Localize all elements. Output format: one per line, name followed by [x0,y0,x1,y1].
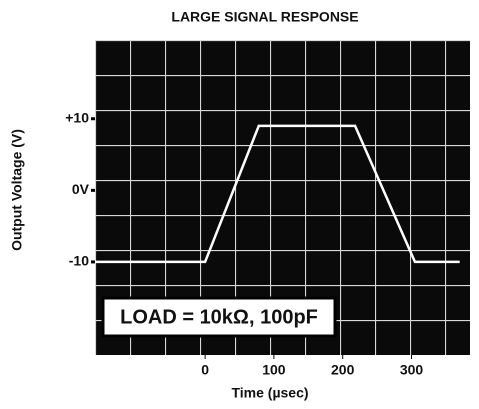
y-tick-label: -10 [69,253,89,269]
x-tick-label: 0 [201,362,209,378]
y-tick-label: 0V [72,181,90,197]
y-tick-label: +10 [65,109,89,125]
x-tick-label: 300 [400,362,424,378]
y-axis-label: Output Voltage (V) [9,129,25,251]
chart: LARGE SIGNAL RESPONSE Time (µsec) Output… [0,0,479,409]
x-axis-label: Time (µsec) [231,385,308,401]
x-tick-label: 200 [331,362,355,378]
chart-title: LARGE SIGNAL RESPONSE [171,9,358,25]
x-tick-label: 100 [262,362,286,378]
annotation: LOAD = 10kΩ, 100pF [120,306,318,328]
